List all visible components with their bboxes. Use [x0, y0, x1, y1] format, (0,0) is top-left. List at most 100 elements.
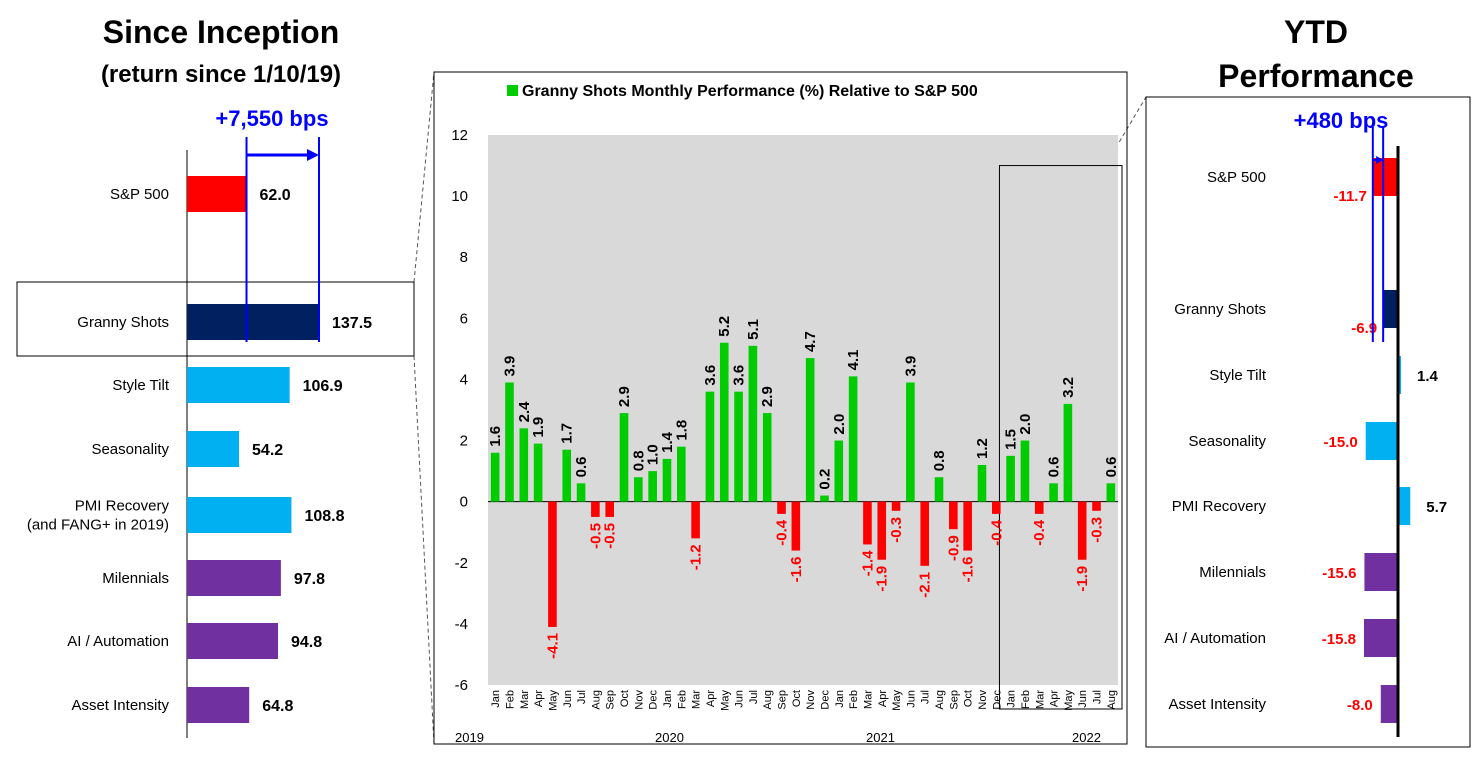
- since-inception-bar: [187, 623, 279, 659]
- since-inception-bar: [187, 431, 240, 467]
- month-tick-label: Jun: [905, 690, 917, 708]
- month-tick-label: Sep: [777, 690, 789, 710]
- month-tick-label: Feb: [848, 690, 860, 709]
- y-tick-label: 6: [460, 310, 468, 327]
- ytd-outperformance-bps-label: +480 bps: [1294, 108, 1389, 133]
- month-tick-label: Oct: [963, 690, 975, 707]
- monthly-value-label: 3.9: [902, 356, 919, 377]
- monthly-value-label: 3.6: [702, 365, 719, 386]
- ytd-category-label: Seasonality: [1188, 433, 1266, 450]
- monthly-bar: [991, 501, 1001, 514]
- ytd-bar: [1398, 356, 1402, 394]
- monthly-value-label: -4.1: [544, 633, 561, 659]
- monthly-value-label: 4.1: [845, 350, 862, 371]
- y-tick-label: 12: [451, 127, 468, 144]
- monthly-value-label: -0.9: [945, 535, 962, 561]
- monthly-bar: [490, 452, 500, 502]
- monthly-value-label: 3.2: [1060, 377, 1077, 398]
- monthly-value-label: 1.0: [645, 444, 662, 465]
- month-tick-label: Aug: [590, 690, 602, 710]
- monthly-bar: [877, 501, 887, 560]
- month-tick-label: Sep: [948, 690, 960, 710]
- monthly-bar: [1020, 440, 1030, 502]
- monthly-value-label: -1.2: [688, 544, 705, 570]
- monthly-value-label: 1.7: [559, 423, 576, 444]
- ytd-highlight-box: [998, 165, 1123, 710]
- year-label: 2020: [655, 730, 684, 745]
- monthly-bar: [691, 501, 700, 539]
- monthly-bar: [734, 391, 743, 502]
- ytd-category-label: S&P 500: [1207, 169, 1266, 186]
- monthly-bar: [676, 446, 686, 502]
- monthly-value-label: 5.1: [745, 319, 762, 340]
- monthly-bar: [820, 495, 829, 502]
- year-label: 2021: [866, 730, 895, 745]
- monthly-bar: [949, 501, 958, 530]
- monthly-bar: [906, 382, 915, 502]
- since-inception-category-label: Seasonality: [91, 441, 169, 458]
- monthly-bar: [934, 477, 944, 502]
- month-tick-label: Feb: [676, 690, 688, 709]
- monthly-value-label: 1.6: [487, 426, 504, 447]
- month-tick-label: Oct: [791, 690, 803, 707]
- month-tick-label: Dec: [648, 690, 660, 710]
- since-inception-bar: [187, 304, 319, 340]
- monthly-bar: [748, 345, 758, 502]
- month-tick-label: Aug: [934, 690, 946, 710]
- since-inception-category-label: AI / Automation: [67, 633, 169, 650]
- monthly-bar: [533, 443, 543, 502]
- y-tick-label: 8: [460, 249, 468, 266]
- since-inception-category-label: Granny Shots: [77, 314, 169, 331]
- monthly-bar: [1034, 501, 1044, 514]
- monthly-bar: [548, 501, 557, 627]
- zoom-connector-ytd: [1104, 96, 1147, 167]
- ytd-value-label: 1.4: [1417, 368, 1439, 385]
- ytd-category-label: AI / Automation: [1164, 630, 1266, 647]
- since-inception-bar: [187, 176, 247, 212]
- monthly-value-label: 2.0: [831, 414, 848, 435]
- month-tick-label: Jan: [1006, 690, 1018, 708]
- ytd-title-line2: Performance: [1218, 58, 1414, 94]
- month-tick-label: Nov: [977, 690, 989, 710]
- monthly-value-label: 3.6: [731, 365, 748, 386]
- since-inception-category-label: Asset Intensity: [71, 697, 169, 714]
- monthly-bar: [963, 501, 972, 551]
- since-inception-chart: S&P 500 62.0 Granny Shots 137.5 Style Tilt 10…: [16, 106, 415, 738]
- monthly-value-label: 1.4: [659, 431, 676, 453]
- month-tick-label: Jul: [576, 690, 588, 704]
- month-tick-label: Apr: [877, 690, 889, 707]
- month-tick-label: May: [891, 690, 903, 711]
- outperformance-arrowhead: [307, 149, 319, 161]
- monthly-value-label: 2.0: [1017, 414, 1034, 435]
- monthly-bar: [1063, 403, 1073, 502]
- monthly-value-label: -0.5: [587, 523, 604, 549]
- month-tick-label: Jul: [920, 690, 932, 704]
- monthly-value-label: -1.6: [788, 557, 805, 583]
- ytd-category-label: Granny Shots: [1174, 301, 1266, 318]
- since-inception-value-label: 64.8: [262, 698, 293, 715]
- ytd-bar: [1383, 290, 1398, 328]
- monthly-bar: [762, 413, 772, 502]
- ytd-bar: [1365, 422, 1398, 460]
- y-tick-label: -4: [455, 616, 468, 633]
- granny-shots-highlight-box: [16, 281, 415, 357]
- monthly-bar: [1092, 501, 1101, 511]
- monthly-value-label: 1.5: [1003, 429, 1020, 450]
- ytd-value-label: 5.7: [1426, 499, 1447, 516]
- month-tick-label: May: [547, 690, 559, 711]
- monthly-value-label: -1.4: [859, 550, 876, 577]
- ytd-value-label: -15.0: [1324, 434, 1358, 451]
- month-tick-label: Jan: [490, 690, 502, 708]
- month-tick-label: Sep: [605, 690, 617, 710]
- ytd-bar: [1364, 619, 1398, 657]
- monthly-value-label: 0.6: [1046, 456, 1063, 477]
- since-inception-value-label: 106.9: [303, 378, 343, 395]
- monthly-bar: [591, 501, 600, 517]
- since-inception-value-label: 137.5: [332, 315, 372, 332]
- since-inception-value-label: 108.8: [304, 508, 344, 525]
- month-tick-label: Feb: [1020, 690, 1032, 709]
- ytd-category-label: Style Tilt: [1209, 367, 1267, 384]
- monthly-chart-frame: [433, 71, 1128, 745]
- monthly-value-label: -0.4: [988, 519, 1005, 546]
- since-inception-bar: [187, 367, 290, 403]
